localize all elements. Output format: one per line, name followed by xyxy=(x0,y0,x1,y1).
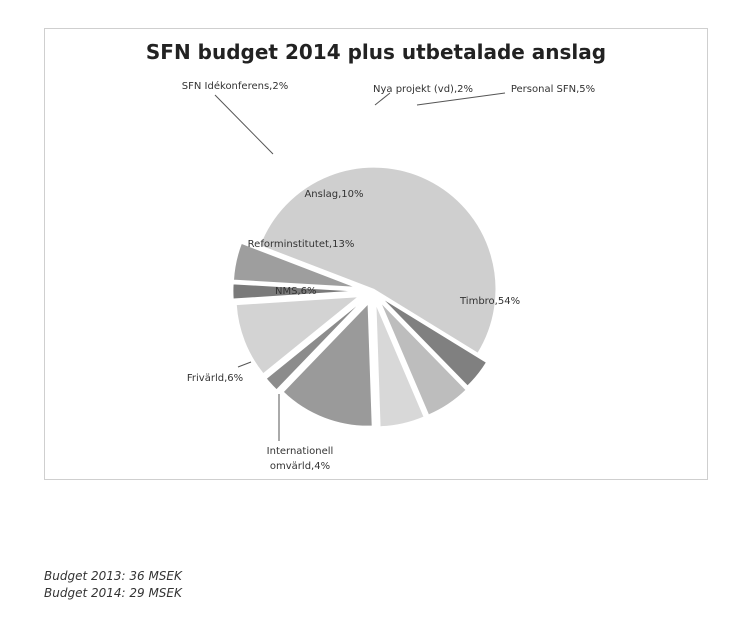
pie-slice xyxy=(382,298,487,387)
pie-chart: SFN budget 2014 plus utbetalade anslag T… xyxy=(146,40,606,472)
chart-title: SFN budget 2014 plus utbetalade anslag xyxy=(146,40,606,64)
slice-label: Internationell omvärld,4% xyxy=(267,446,334,472)
budget-notes: Budget 2013: 36 MSEK Budget 2014: 29 MSE… xyxy=(44,568,182,602)
slice-label: Nya projekt (vd),2% xyxy=(373,84,473,95)
slice-label: NMS,6% xyxy=(275,286,317,297)
pie-slice xyxy=(235,296,360,375)
slice-label: Frivärld,6% xyxy=(187,373,243,384)
leader-line xyxy=(237,361,252,368)
pie-slice xyxy=(282,303,373,427)
slice-label: Timbro,54% xyxy=(459,296,520,307)
budget-2014-note: Budget 2014: 29 MSEK xyxy=(44,586,182,600)
pie-slice xyxy=(232,283,356,300)
pie-slice xyxy=(233,242,356,288)
chart-frame: SFN budget 2014 plus utbetalade anslag T… xyxy=(44,28,708,480)
pie-slice xyxy=(265,301,362,391)
slice-label: Reforminstitutet,13% xyxy=(248,239,355,250)
slice-label: SFN Idékonferens,2% xyxy=(182,80,288,92)
leader-line xyxy=(214,94,274,155)
slice-label: Personal SFN,5% xyxy=(511,84,595,95)
slice-label: Anslag,10% xyxy=(304,189,363,200)
pie-slice xyxy=(380,302,467,416)
budget-2013-note: Budget 2013: 36 MSEK xyxy=(44,569,182,583)
pie-slice xyxy=(375,304,425,428)
leader-line xyxy=(416,92,506,106)
pie-slice xyxy=(259,166,497,354)
leader-line xyxy=(374,92,391,106)
